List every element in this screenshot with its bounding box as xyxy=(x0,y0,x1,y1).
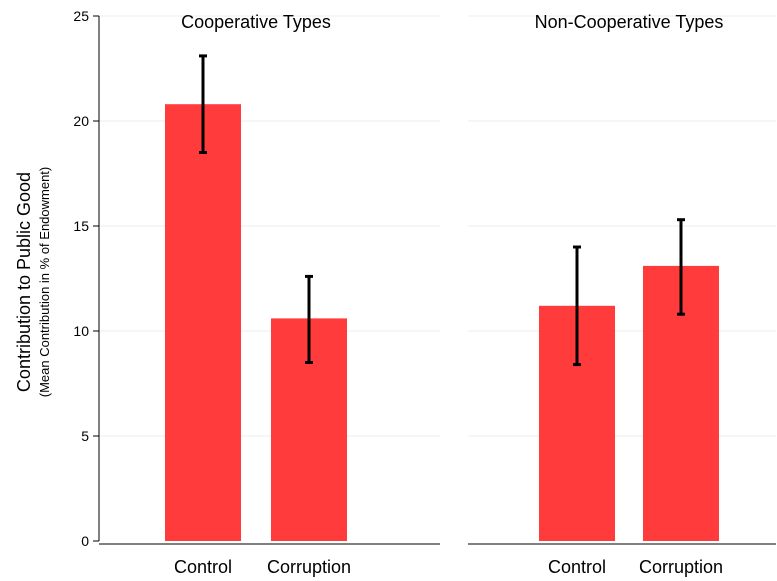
y-tick-label: 5 xyxy=(81,428,89,444)
y-tick-label: 25 xyxy=(73,8,89,24)
panel-2: Non-Cooperative Types Control Corruption xyxy=(468,12,776,577)
y-tick-label: 0 xyxy=(81,533,89,549)
x-tick-label: Control xyxy=(174,557,232,577)
y-tick-label: 20 xyxy=(73,113,89,129)
y-tick-label: 15 xyxy=(73,218,89,234)
plot-area: 0 5 10 15 20 25 Cooperative Types Control Corrup… xyxy=(73,8,776,577)
x-tick-label: Corruption xyxy=(639,557,723,577)
panel-title: Non-Cooperative Types xyxy=(535,12,724,32)
x-tick-label: Control xyxy=(548,557,606,577)
panel-1: Cooperative Types Control Corruption xyxy=(99,12,440,577)
y-axis-label: Contribution to Public Good xyxy=(14,172,34,392)
panel-title: Cooperative Types xyxy=(181,12,331,32)
bar xyxy=(165,104,241,541)
x-tick-label: Corruption xyxy=(267,557,351,577)
y-tick-label: 10 xyxy=(73,323,89,339)
y-axis-sublabel: (Mean Contribution in % of Endowment) xyxy=(37,167,52,398)
